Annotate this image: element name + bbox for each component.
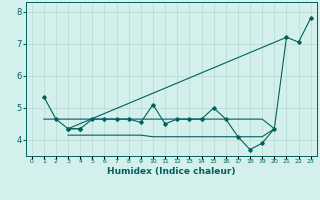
- X-axis label: Humidex (Indice chaleur): Humidex (Indice chaleur): [107, 167, 236, 176]
